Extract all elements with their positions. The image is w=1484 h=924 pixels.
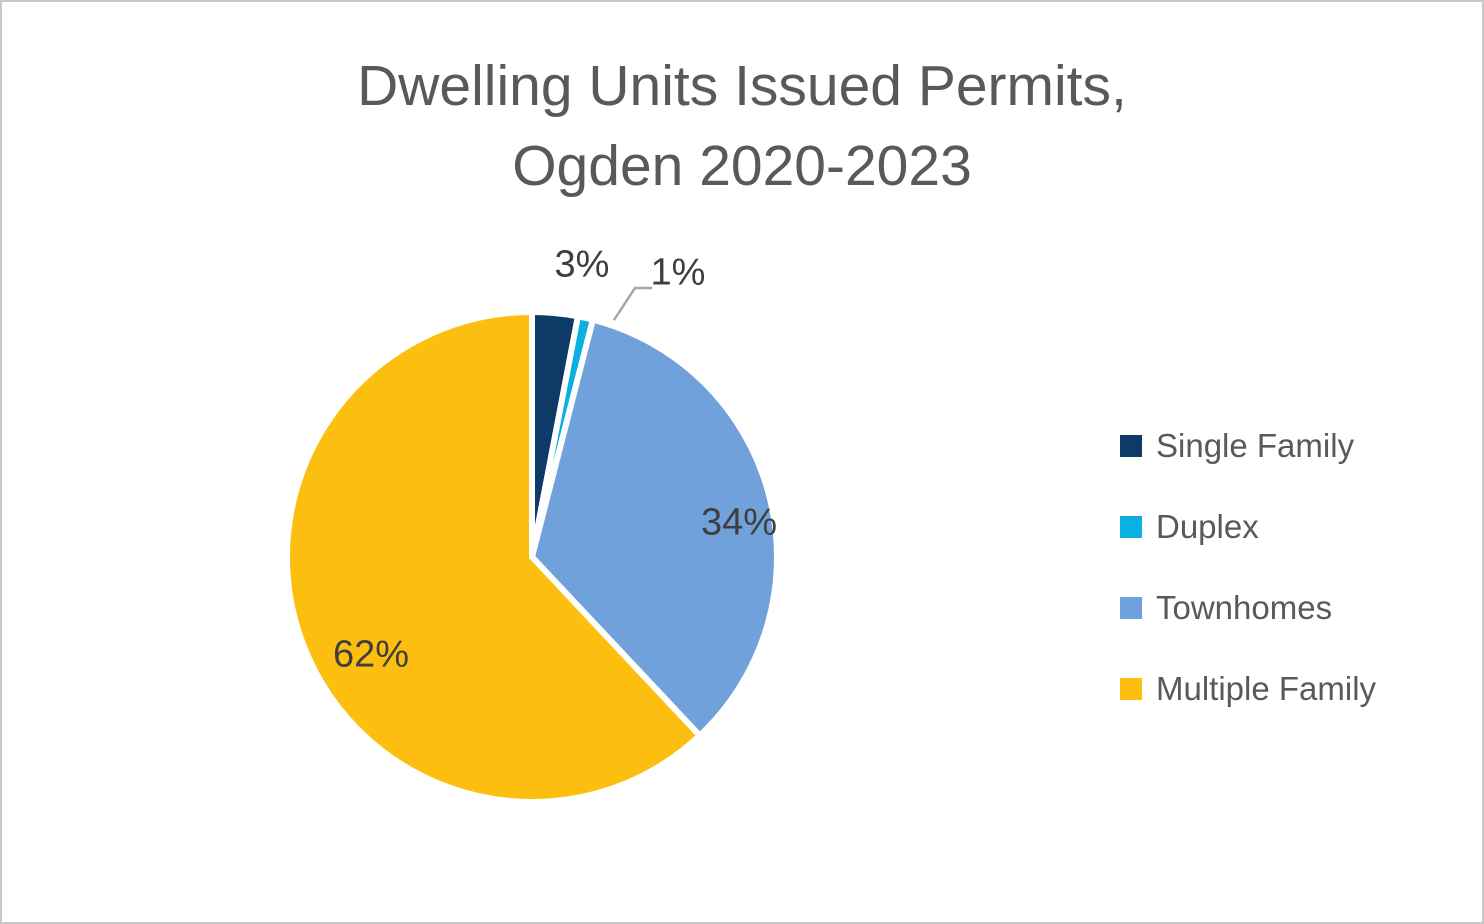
chart-title: Dwelling Units Issued Permits, Ogden 202… [2,46,1482,206]
legend-swatch-multiple-family-icon [1120,678,1142,700]
legend-item-townhomes[interactable]: Townhomes [1120,588,1376,628]
legend-item-single-family[interactable]: Single Family [1120,426,1376,466]
legend-label-multiple-family: Multiple Family [1156,670,1377,707]
legend-item-duplex[interactable]: Duplex [1120,507,1376,547]
legend-swatch-townhomes-icon [1120,597,1142,619]
callout-line-duplex [612,286,652,321]
chart-title-line-1: Dwelling Units Issued Permits, [357,54,1127,118]
slice-label-townhomes: 34% [700,501,778,544]
chart-title-line-2: Ogden 2020-2023 [512,134,972,198]
slice-label-duplex: 1% [650,251,706,294]
legend-item-multiple-family[interactable]: Multiple Family [1120,669,1376,709]
pie-slice-multiple-family[interactable] [284,308,704,805]
legend-label-townhomes: Townhomes [1156,589,1333,626]
chart-legend: Single Family Duplex Townhomes Multiple … [1120,426,1376,709]
legend-swatch-duplex-icon [1120,516,1142,538]
legend-swatch-single-family-icon [1120,435,1142,457]
legend-label-single-family: Single Family [1156,427,1355,464]
legend-label-duplex: Duplex [1156,508,1259,545]
slice-label-single-family: 3% [554,243,610,286]
pie-slice-townhomes[interactable] [528,316,780,740]
slice-label-multiple-family: 62% [332,633,410,676]
